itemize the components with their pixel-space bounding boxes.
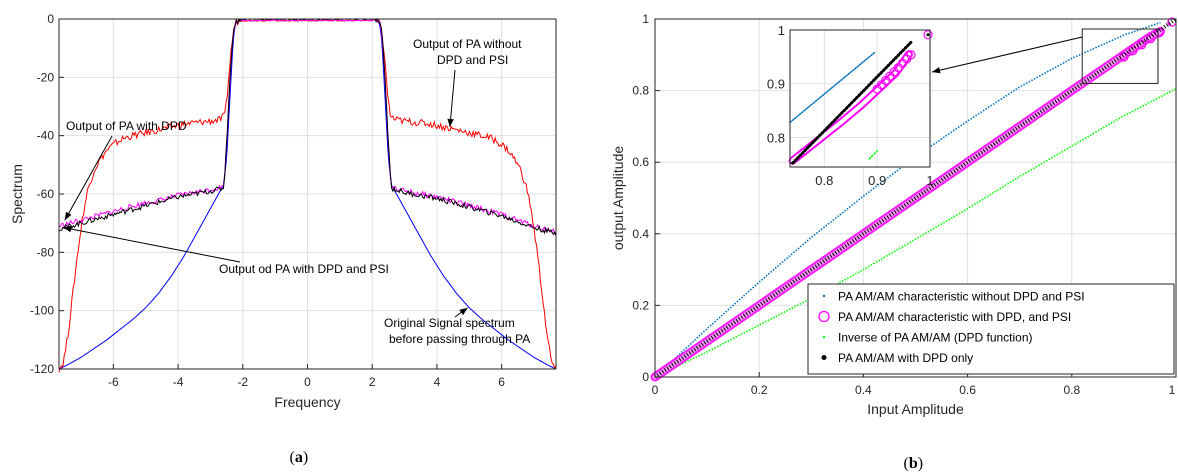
tick-label-x-b: 0.4 (855, 383, 872, 397)
inset-tick-label-x: 0.9 (868, 173, 886, 188)
plot-frame-b (654, 18, 1177, 378)
panel-label-a-close: ) (303, 449, 308, 466)
panel-label-b-open: ( (904, 455, 909, 471)
tick-label-x-a: -6 (108, 375, 119, 389)
zoom-arrow-head (932, 67, 941, 74)
panel-label-b: (b) (904, 455, 924, 471)
inset-series-no-dpd (789, 51, 876, 124)
series-marker-dpd-psi (1145, 34, 1156, 44)
y-axis-label-b: output Amplitude (610, 146, 626, 251)
annotation-arrow-line (64, 135, 113, 221)
annotation-text-pa-no-dpd: DPD and PSI (437, 53, 508, 67)
plot-frame-a (58, 18, 557, 370)
y-axis-label-a: Spectrum (9, 164, 25, 224)
legend-label-no_dpd: PA AM/AM characteristic without DPD and … (838, 290, 1085, 304)
series-line-inverse (654, 88, 1177, 378)
tick-label-y-b: 0.4 (632, 227, 649, 241)
annotation-text-original: before passing through PA (389, 332, 530, 346)
legend-box (807, 283, 1175, 375)
tick-label-x-a: 0 (304, 375, 311, 389)
tick-label-y-b: 0.6 (632, 155, 649, 169)
annotation-arrow-line (63, 227, 241, 263)
tick-label-y-b: 0 (642, 370, 649, 384)
legend-label-dpd_only: PA AM/AM with DPD only (838, 351, 973, 365)
tick-label-x-a: -2 (237, 375, 248, 389)
inset-tick-label-x: 0.8 (815, 173, 833, 188)
annotation-text-original: Original Signal spectrum (384, 316, 515, 330)
tick-label-x-b: 0.6 (959, 383, 976, 397)
annotation-arrow-head (64, 211, 72, 221)
inset-series-dpd-only (791, 40, 913, 165)
tick-label-y-b: 0.2 (632, 298, 649, 312)
panel-label-b-letter: b (909, 455, 918, 471)
inset-tick-label-y: 0.9 (767, 77, 785, 92)
panel-label-b-close: ) (918, 455, 923, 471)
panel-label-a: (a) (290, 449, 309, 466)
tick-label-x-a: -4 (173, 375, 184, 389)
tick-label-y-a: -120 (30, 362, 54, 376)
x-axis-label-b: Input Amplitude (867, 401, 964, 417)
series-line-no-dpd (654, 21, 1161, 378)
inset-marker-dpd-only (926, 33, 930, 37)
tick-label-y-a: 0 (47, 12, 54, 26)
chart-b: 0 0.2 0.4 0.6 0.8 1 0 0.2 0.4 0.6 0.8 1 Input Amplit… (610, 12, 1178, 472)
tick-label-x-b: 1 (1169, 383, 1176, 397)
inset-series-inverse (868, 150, 878, 160)
annotation-text-pa-dpd-psi: Output od PA with DPD and PSI (219, 262, 389, 276)
annotation-text-pa-no-dpd: Output of PA without (413, 37, 522, 51)
annotation-arrow-head (447, 118, 454, 127)
legend-label-inverse: Inverse of PA AM/AM (DPD function) (838, 331, 1033, 345)
annotation-arrow-head (459, 307, 468, 316)
tick-label-y-b: 0.8 (632, 84, 649, 98)
inset-tick-label-y: 0.8 (767, 130, 785, 145)
tick-label-y-a: -80 (37, 245, 55, 259)
zoom-arrow-line (931, 36, 1083, 73)
tick-label-x-a: 2 (369, 375, 376, 389)
inset-tick-label-x: 1 (926, 173, 933, 188)
tick-label-y-b: 1 (642, 12, 649, 26)
series-line-dpd-only (653, 17, 1178, 379)
legend-label-dpd_psi: PA AM/AM characteristic with DPD, and PS… (838, 310, 1071, 324)
tick-label-x-b: 0 (652, 383, 659, 397)
tick-label-x-a: 4 (434, 375, 441, 389)
tick-label-y-a: -20 (37, 70, 55, 84)
tick-label-x-b: 0.8 (1063, 383, 1080, 397)
annotation-arrow-line (449, 69, 456, 127)
x-axis-label-a: Frequency (274, 394, 340, 410)
tick-label-y-a: -60 (37, 187, 55, 201)
legend-marker-dpd_only (821, 355, 827, 360)
series-marker-dpd-psi (1128, 46, 1138, 56)
tick-label-y-a: -100 (30, 304, 54, 318)
annotation-text-pa-dpd: Output of PA with DPD (66, 119, 187, 133)
legend-marker-no_dpd (822, 294, 826, 298)
tick-label-x-a: 6 (498, 375, 505, 389)
legend-marker-dpd_psi (818, 310, 830, 323)
annotation-arrow-head (63, 225, 72, 233)
tick-label-x-b: 0.2 (751, 383, 768, 397)
zoom-region-box (1081, 28, 1159, 84)
panel-label-a-open: ( (290, 449, 295, 466)
tick-label-y-a: -40 (37, 129, 55, 143)
panel-label-a-letter: a (295, 449, 303, 466)
inset-marker-dpd-psi (923, 30, 933, 40)
inset-frame (789, 29, 931, 168)
inset-marker-dpd-psi (906, 50, 916, 60)
chart-a: -6 -4 -2 0 2 4 60-20-40-60-80-100-120Frequency… (9, 12, 557, 466)
inset-tick-label-y: 1 (778, 23, 785, 38)
legend-marker-inverse (822, 335, 826, 339)
